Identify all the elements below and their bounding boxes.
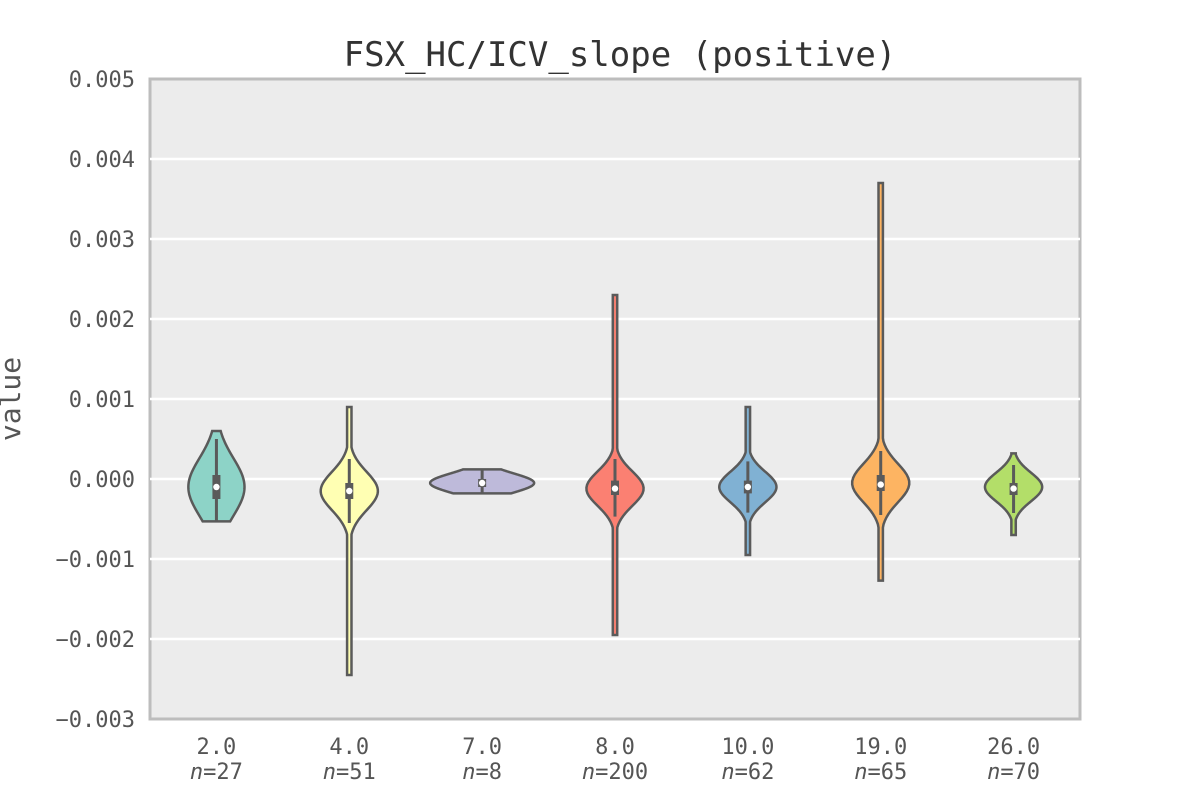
y-tick-label: 0.000 bbox=[69, 468, 135, 493]
x-axis-ticks: 2.0n=27 4.0n=51 7.0n=8 8.0n=200 10.0n=62 19.0… bbox=[190, 735, 1040, 785]
x-tick-count: n=200 bbox=[582, 760, 648, 785]
y-tick-label: −0.002 bbox=[56, 628, 135, 653]
y-tick-label: −0.001 bbox=[56, 548, 135, 573]
median-dot-8.0 bbox=[611, 485, 619, 492]
median-dot-26.0 bbox=[1010, 485, 1017, 492]
x-tick-count: n=70 bbox=[987, 760, 1040, 785]
median-dot-10.0 bbox=[744, 483, 752, 491]
violin-4.0 bbox=[319, 405, 380, 677]
y-tick-label: 0.003 bbox=[69, 228, 135, 253]
y-tick-label: −0.003 bbox=[56, 708, 135, 733]
y-tick-label: 0.005 bbox=[69, 68, 135, 93]
y-axis-label: value bbox=[0, 357, 27, 441]
x-tick-label: 19.0 bbox=[854, 735, 907, 760]
y-tick-label: 0.002 bbox=[69, 308, 135, 333]
x-tick-label: 10.0 bbox=[721, 735, 774, 760]
y-tick-label: 0.004 bbox=[69, 148, 135, 173]
x-tick-label: 7.0 bbox=[462, 735, 502, 760]
x-tick-count: n=65 bbox=[854, 760, 907, 785]
x-tick-label: 8.0 bbox=[595, 735, 635, 760]
x-tick-label: 4.0 bbox=[329, 735, 369, 760]
violin-19.0 bbox=[850, 181, 911, 582]
violins bbox=[187, 181, 1044, 677]
y-axis-ticks: 0.005 0.004 0.003 0.002 0.001 0.000 −0.001 −0.0… bbox=[56, 68, 135, 733]
x-tick-count: n=27 bbox=[190, 760, 243, 785]
x-tick-count: n=62 bbox=[721, 760, 774, 785]
median-dot-2.0 bbox=[213, 483, 220, 491]
x-tick-label: 26.0 bbox=[987, 735, 1040, 760]
median-dot-4.0 bbox=[346, 487, 353, 495]
y-tick-label: 0.001 bbox=[69, 388, 135, 413]
x-tick-count: n=51 bbox=[323, 760, 376, 785]
median-dot-7.0 bbox=[478, 479, 486, 487]
x-tick-count: n=8 bbox=[462, 760, 502, 785]
x-tick-label: 2.0 bbox=[197, 735, 237, 760]
chart-title: FSX_HC/ICV_slope (positive) bbox=[344, 35, 897, 75]
median-dot-19.0 bbox=[877, 481, 884, 488]
